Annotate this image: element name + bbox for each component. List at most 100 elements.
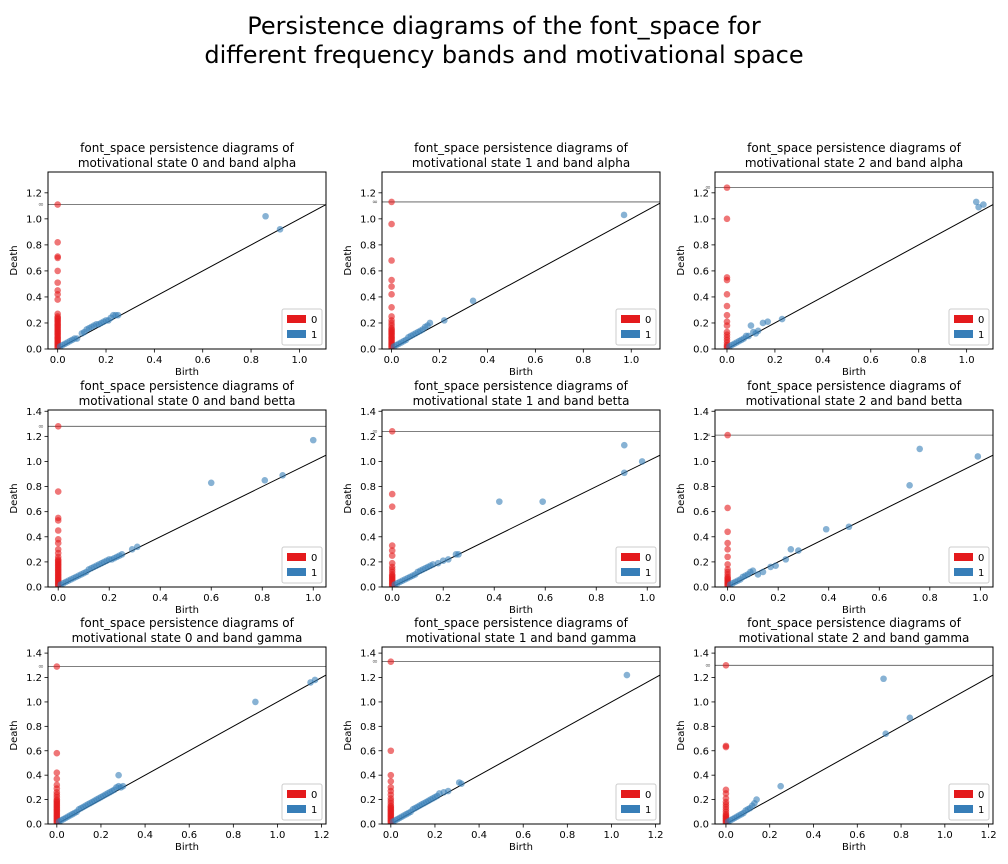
subplot-2: font_space persistence diagrams ofmotiva… <box>676 141 994 378</box>
x-tick-label: 0.0 <box>384 355 400 366</box>
dim1-point <box>311 676 319 684</box>
y-tick-label: 1.2 <box>693 432 709 443</box>
x-tick-label: 0.6 <box>181 830 197 841</box>
dim1-point <box>772 562 779 569</box>
dim1-point <box>261 476 269 484</box>
x-tick-label: 0.8 <box>225 830 241 841</box>
legend-label: 1 <box>311 805 317 816</box>
legend-label: 1 <box>311 330 317 341</box>
legend-swatch-dim1 <box>954 805 973 813</box>
dim0-point <box>53 663 61 670</box>
x-tick-label: 0.6 <box>195 355 211 366</box>
subplot-title-line: motivational state 1 and band alpha <box>412 156 630 170</box>
figure-title: Persistence diagrams of the font_space f… <box>0 12 1008 70</box>
dim1-point <box>620 441 628 449</box>
y-tick-label: 0.2 <box>26 795 42 806</box>
y-tick-label: 1.4 <box>360 649 376 660</box>
y-tick-label: 0.0 <box>693 820 709 831</box>
subplot-title-line: motivational state 2 and band alpha <box>745 156 963 170</box>
dim0-point <box>54 546 62 553</box>
dim1-point <box>753 796 760 803</box>
y-tick-label: 0.4 <box>26 532 42 543</box>
dim0-point <box>54 527 62 534</box>
dim1-point <box>119 782 127 790</box>
dim0-point <box>54 423 62 430</box>
subplot-title-line: motivational state 2 and band betta <box>746 394 963 408</box>
x-tick-label: 1.0 <box>604 830 620 841</box>
dim0-point <box>388 198 395 206</box>
subplot-title-line: font_space persistence diagrams of <box>80 141 294 155</box>
subplot-1: font_space persistence diagrams ofmotiva… <box>343 141 661 378</box>
y-tick-label: 0.2 <box>693 318 709 329</box>
dim0-point <box>388 220 395 228</box>
x-tick-label: 0.2 <box>101 593 117 604</box>
dim1-point <box>623 671 631 679</box>
legend-label: 0 <box>311 790 317 801</box>
dim1-point <box>822 525 830 533</box>
subplot-title-line: font_space persistence diagrams of <box>414 141 628 155</box>
y-tick-label: 0.8 <box>693 240 709 251</box>
dim0-point <box>54 253 61 260</box>
x-tick-label: 0.4 <box>806 830 822 841</box>
x-tick-label: 0.6 <box>863 355 879 366</box>
y-tick-label: 0.4 <box>360 532 376 543</box>
infinity-label: ∞ <box>705 431 711 439</box>
legend-swatch-dim0 <box>287 553 306 561</box>
dim1-point <box>444 787 452 795</box>
x-tick-label: 0.4 <box>821 593 837 604</box>
x-tick-label: 0.8 <box>575 355 591 366</box>
dim0-point <box>54 310 61 318</box>
legend-swatch-dim1 <box>621 805 640 813</box>
y-tick-label: 1.4 <box>693 407 709 418</box>
y-axis-label: Death <box>343 483 354 513</box>
legend: 01 <box>948 783 990 821</box>
legend-swatch-dim1 <box>621 568 640 576</box>
legend-label: 1 <box>978 568 984 579</box>
y-tick-label: 1.2 <box>693 673 709 684</box>
x-tick-label: 1.0 <box>291 355 307 366</box>
legend-label: 1 <box>978 805 984 816</box>
plot-area <box>48 201 326 349</box>
dim1-point <box>429 561 437 568</box>
infinity-label: ∞ <box>38 663 44 671</box>
y-tick-label: 0.8 <box>360 722 376 733</box>
figure-title-line2: different frequency bands and motivation… <box>204 41 804 69</box>
dim0-point <box>53 769 61 777</box>
x-tick-label: 0.0 <box>384 593 400 604</box>
x-tick-label: 0.2 <box>762 830 778 841</box>
dim1-point <box>845 523 853 531</box>
x-tick-label: 1.0 <box>937 830 953 841</box>
dim0-point <box>388 291 395 298</box>
dim1-point <box>972 198 980 206</box>
y-axis-label: Death <box>343 245 354 275</box>
axes-frame <box>381 171 661 350</box>
y-tick-label: 0.8 <box>693 722 709 733</box>
x-tick-label: 1.0 <box>959 355 975 366</box>
dim0-point <box>54 514 62 522</box>
x-tick-label: 0.8 <box>254 593 270 604</box>
dim0-point <box>388 257 395 264</box>
y-tick-label: 1.0 <box>26 457 42 468</box>
x-tick-label: 0.2 <box>435 593 451 604</box>
dim0-point <box>388 547 396 554</box>
axes-frame <box>381 646 661 825</box>
y-tick-label: 1.0 <box>693 697 709 708</box>
y-tick-label: 0.2 <box>360 795 376 806</box>
dim1-point <box>207 479 215 487</box>
subplot-3: font_space persistence diagrams ofmotiva… <box>9 379 327 616</box>
x-tick-label: 1.0 <box>305 593 321 604</box>
infinity-label: ∞ <box>372 198 378 206</box>
y-tick-label: 0.0 <box>26 820 42 831</box>
dim0-point <box>54 296 61 303</box>
legend-swatch-dim0 <box>287 315 306 323</box>
dim1-point <box>880 675 887 683</box>
legend: 01 <box>948 308 990 346</box>
x-axis-label: Birth <box>842 367 866 378</box>
x-tick-label: 0.4 <box>146 355 162 366</box>
dim0-point <box>723 311 731 319</box>
y-tick-label: 1.4 <box>26 407 42 418</box>
dim1-point <box>128 546 136 553</box>
y-tick-label: 1.0 <box>360 214 376 225</box>
dim1-point <box>782 556 790 563</box>
